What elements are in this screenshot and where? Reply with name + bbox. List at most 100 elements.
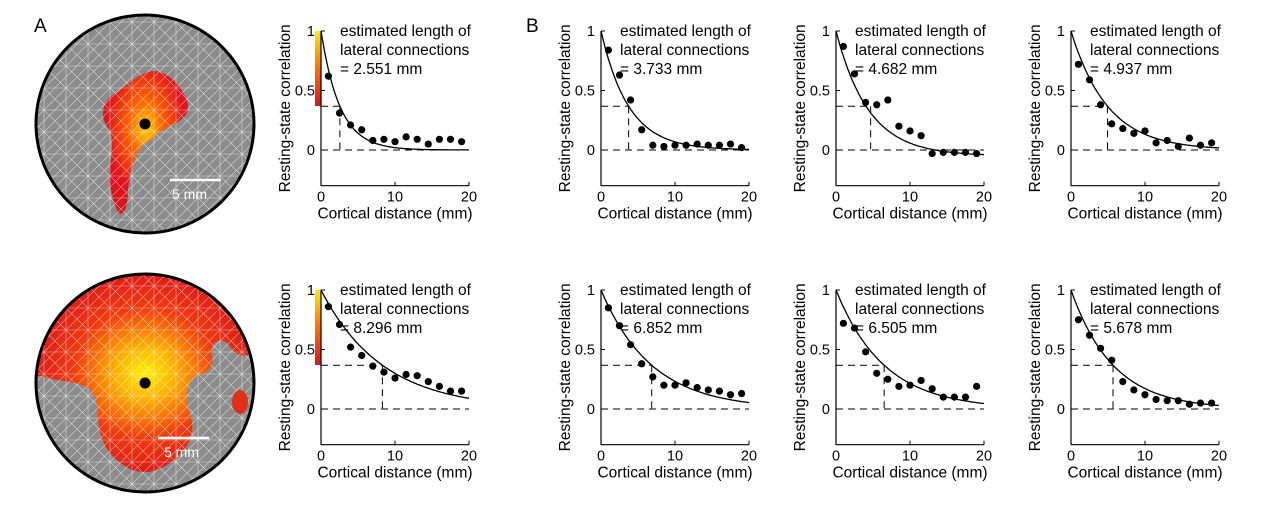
- data-point: [917, 376, 925, 385]
- x-tick-label: 10: [902, 449, 918, 465]
- fit-curve: [320, 289, 470, 399]
- x-tick-label: 0: [317, 190, 325, 206]
- brain-map-bottom: 5 mm: [34, 272, 256, 494]
- data-point: [615, 71, 624, 79]
- fit-curve: [1070, 289, 1220, 407]
- brain-map-top: 5 mm: [34, 13, 256, 235]
- data-point: [604, 304, 613, 312]
- y-tick-label: 1: [587, 283, 595, 299]
- x-tick-label: 20: [976, 449, 992, 465]
- x-tick-label: 20: [1211, 190, 1227, 206]
- y-tick-label: 0.5: [295, 343, 315, 359]
- data-point: [1085, 76, 1094, 84]
- data-point: [973, 382, 981, 390]
- y-tick-label: 0: [1057, 143, 1065, 159]
- x-tick-label: 0: [1067, 449, 1075, 465]
- x-tick-label: 0: [832, 190, 840, 206]
- data-point: [638, 360, 646, 368]
- data-point: [660, 142, 668, 151]
- data-point: [1108, 120, 1116, 128]
- y-tick-label: 1: [1057, 283, 1065, 299]
- length-annotation-line: lateral connections: [855, 42, 984, 59]
- data-point: [1185, 134, 1193, 142]
- data-point: [1174, 397, 1182, 405]
- data-point: [715, 141, 724, 149]
- data-point: [1130, 129, 1138, 137]
- x-tick-label: 0: [597, 449, 605, 465]
- data-point: [939, 148, 947, 156]
- length-annotation-line: lateral connections: [620, 42, 749, 59]
- data-point: [738, 389, 746, 398]
- length-annotation-line: lateral connections: [1090, 42, 1219, 59]
- data-point: [335, 109, 344, 117]
- data-point: [358, 351, 366, 360]
- y-tick-label: 0: [307, 143, 315, 159]
- x-tick-label: 10: [667, 190, 683, 206]
- x-axis-title: Cortical distance (mm): [832, 465, 987, 482]
- data-point: [1163, 136, 1171, 145]
- data-point: [649, 141, 657, 149]
- data-point: [961, 148, 970, 156]
- data-point: [1208, 139, 1216, 147]
- x-axis-title: Cortical distance (mm): [317, 465, 472, 482]
- data-point: [358, 126, 366, 134]
- length-annotation-line: estimated length of: [855, 282, 987, 299]
- seed-point: [139, 118, 151, 130]
- data-point: [693, 383, 701, 392]
- length-annotation-line: = 4.937 mm: [1090, 61, 1172, 78]
- y-axis-title: Resting-state correlation: [277, 283, 294, 451]
- y-axis-title: Resting-state correlation: [1027, 283, 1044, 451]
- data-point: [458, 387, 466, 395]
- data-point: [1185, 400, 1193, 408]
- data-point: [850, 324, 859, 332]
- y-axis-title: Resting-state correlation: [277, 24, 294, 192]
- data-point: [839, 319, 848, 327]
- length-annotation-line: = 8.296 mm: [340, 320, 422, 337]
- fit-curve: [600, 289, 750, 404]
- data-point: [850, 70, 859, 78]
- data-point: [1097, 344, 1105, 352]
- data-point: [1108, 356, 1116, 364]
- data-point: [682, 141, 690, 149]
- data-point: [839, 42, 848, 51]
- fit-curve: [835, 30, 985, 156]
- data-point: [862, 98, 870, 106]
- data-point: [380, 368, 388, 376]
- data-point: [1119, 378, 1127, 386]
- data-point: [1074, 60, 1082, 68]
- scale-bar-label: 5 mm: [164, 444, 199, 460]
- data-point: [726, 391, 735, 399]
- x-tick-label: 10: [1137, 449, 1153, 465]
- x-axis-title: Cortical distance (mm): [317, 206, 472, 223]
- data-point: [917, 132, 925, 140]
- length-annotation-line: lateral connections: [1090, 301, 1219, 318]
- fit-curve: [320, 30, 470, 151]
- data-point: [895, 122, 903, 130]
- length-annotation-line: estimated length of: [855, 23, 987, 40]
- y-tick-label: 1: [822, 283, 830, 299]
- y-tick-label: 0: [587, 143, 595, 159]
- data-point: [413, 135, 421, 143]
- colorbar-top: [315, 31, 321, 106]
- x-tick-label: 0: [1067, 190, 1075, 206]
- data-point: [862, 348, 870, 356]
- x-tick-label: 20: [461, 190, 477, 206]
- data-point: [939, 393, 947, 401]
- data-point: [391, 374, 399, 382]
- y-tick-label: 0: [587, 402, 595, 418]
- data-point: [1141, 127, 1149, 135]
- y-tick-label: 0: [822, 143, 830, 159]
- length-annotation-line: = 5.678 mm: [1090, 320, 1172, 337]
- data-point: [369, 136, 377, 145]
- data-point: [435, 135, 443, 143]
- data-point: [1163, 397, 1171, 405]
- x-tick-label: 10: [1137, 190, 1153, 206]
- length-annotation-line: lateral connections: [855, 301, 984, 318]
- data-point: [424, 378, 432, 386]
- length-annotation-line: estimated length of: [1090, 282, 1222, 299]
- x-axis-title: Cortical distance (mm): [1067, 206, 1222, 223]
